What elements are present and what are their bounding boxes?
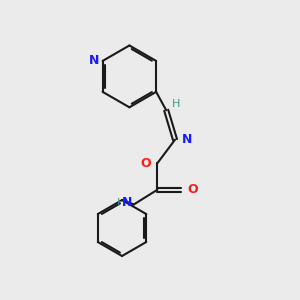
Text: H: H (172, 99, 181, 109)
Text: O: O (188, 183, 198, 196)
Text: N: N (122, 196, 132, 209)
Text: N: N (182, 133, 192, 146)
Text: N: N (89, 54, 99, 68)
Text: O: O (140, 157, 151, 170)
Text: H: H (117, 198, 126, 208)
